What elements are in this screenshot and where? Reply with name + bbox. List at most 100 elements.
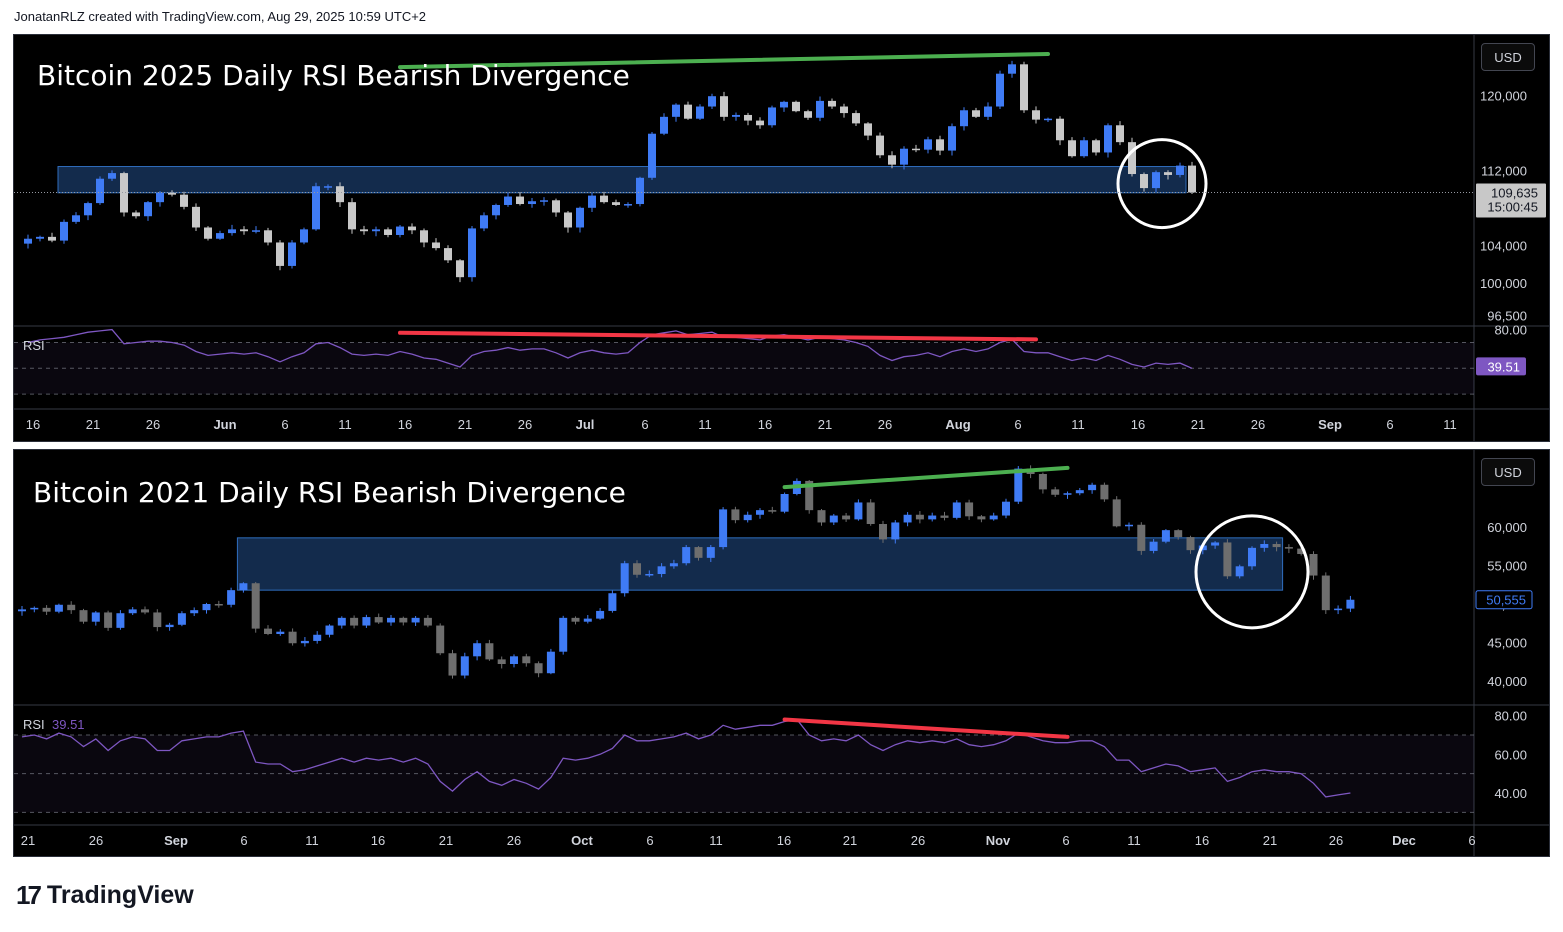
candle-body [473,643,482,657]
time-tick-label: 6 [1062,833,1069,848]
candle-body [516,196,524,205]
candle-body [312,186,320,230]
candle-body [657,566,666,574]
candle-body [1297,548,1306,554]
candle-body [300,640,309,644]
candle-body [276,242,284,266]
candle-body [1032,110,1040,120]
candle-body [192,206,200,228]
candle-body [324,186,332,188]
time-tick-label: 26 [507,833,521,848]
chart-panel-2025[interactable]: 96,500 100,000 104,000 112,000 120,000 109,63… [13,34,1550,442]
tradingview-brand-name: TradingView [46,881,194,909]
candle-body [1002,501,1010,516]
highlight-circle [1194,514,1310,630]
price-tick-label: 112,000 [1481,163,1527,178]
candle-body [1149,541,1158,551]
candle-body [1223,542,1232,577]
candle-body [842,515,851,520]
time-tick-label: 16 [777,833,791,848]
candle-body [420,230,428,243]
candle-body [989,515,998,520]
candle-body [350,617,359,626]
candle-body [1334,608,1343,611]
candle-body [636,177,644,205]
candle-body [492,204,500,216]
time-tick-label: 26 [1329,833,1343,848]
currency-button[interactable]: USD [1481,458,1535,486]
candle-body [42,607,51,612]
candle-body [1051,489,1060,495]
candle-body [24,238,32,244]
candle-body [96,178,104,204]
candle-body [300,229,308,243]
price-tick-label: 45,000 [1487,635,1527,650]
candle-body [900,148,908,165]
candle-body [731,509,740,521]
last-price-badge [1475,590,1533,610]
candle-body [528,201,536,205]
candle-body [79,610,88,622]
currency-button[interactable]: USD [1481,43,1535,71]
price-tick-label: 60,000 [1487,520,1527,535]
candle-body [177,613,186,625]
candle-body [156,192,164,203]
candle-body [227,590,236,605]
candle-body [216,233,224,239]
chart-canvas-2025[interactable]: 96,500 100,000 104,000 112,000 120,000 109,63… [14,35,1549,441]
rsi-divergence-line [782,717,1070,739]
candle-body [888,155,896,165]
candle-body [360,229,368,232]
time-tick-label: 16 [371,833,385,848]
time-tick-label: 21 [439,833,453,848]
candle-body [60,221,68,241]
candle-body [960,110,968,127]
candle-body [214,604,223,606]
time-tick-label: 26 [89,833,103,848]
price-tick-label: 100,000 [1480,276,1527,291]
time-tick-label: 26 [878,417,892,432]
rsi-value-label: 39.51 [1487,359,1520,374]
time-tick-label: 6 [1014,417,1021,432]
candle-body [1116,125,1124,143]
candle-body [928,515,937,520]
candle-body [504,196,512,205]
candle-body [1008,64,1016,74]
candle-body [977,516,986,520]
chart-canvas-2021[interactable]: 40,00045,00050,00055,00060,00050,555RSI3… [14,450,1549,856]
candle-body [1272,544,1281,548]
candle-body [1321,575,1330,611]
candle-body [912,148,920,151]
candle-body [866,502,875,524]
price-tick-label: 55,000 [1487,559,1527,574]
candle-body [1063,493,1072,495]
candle-body [432,242,440,249]
tradingview-logo[interactable]: 17 TradingView [16,880,194,911]
rsi-value-inline: 39.51 [52,717,85,732]
candle-body [984,106,992,117]
candle-body [239,583,248,591]
candle-body [879,524,887,540]
time-tick-label: 21 [1263,833,1277,848]
candle-body [1068,140,1076,157]
candle-body [620,563,629,594]
candle-body [485,643,494,660]
candle-body [228,229,236,234]
candle-body [313,634,322,641]
candle-body [348,202,356,230]
candle-body [408,226,416,231]
candle-body [264,230,272,243]
candle-body [18,609,26,612]
candle-body [936,139,944,151]
candle-body [1056,118,1064,141]
time-tick-label: 21 [1191,417,1205,432]
candle-body [1152,172,1160,189]
chart-panel-2021[interactable]: 40,00045,00050,00055,00060,00050,555RSI3… [13,449,1550,857]
candle-body [374,617,383,623]
candle-body [132,212,140,217]
candle-body [165,624,174,628]
rsi-label: RSI [23,717,45,732]
candle-body [1309,554,1318,576]
candle-body [633,563,641,575]
candle-body [1100,484,1109,500]
